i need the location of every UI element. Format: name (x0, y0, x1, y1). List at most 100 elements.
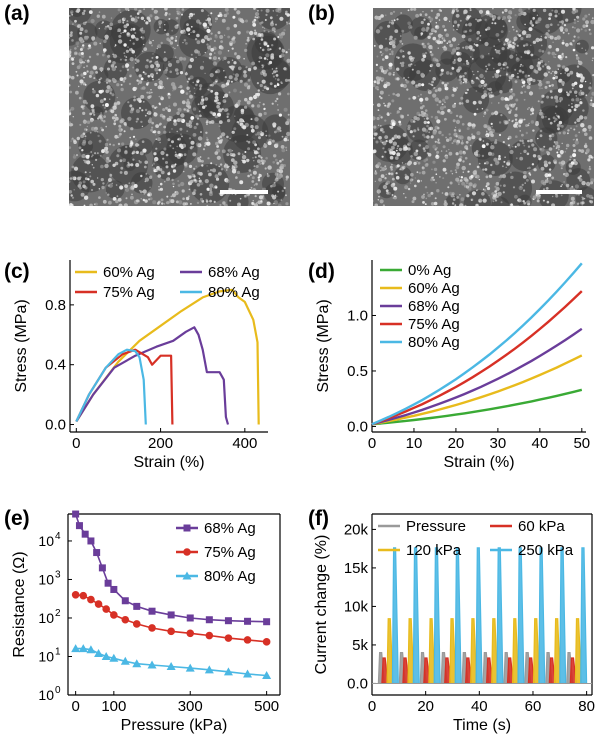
sem-grain (209, 199, 213, 203)
sem-grain (537, 67, 542, 71)
sem-grain (104, 27, 107, 30)
sem-grain (70, 31, 73, 34)
sem-grain (409, 182, 412, 184)
sem-grain (243, 73, 248, 78)
sem-grain (561, 52, 564, 56)
sem-grain (174, 39, 178, 42)
sem-grain (262, 49, 264, 51)
sem-grain (439, 40, 444, 44)
sem-grain (261, 64, 263, 66)
sem-grain (186, 130, 189, 132)
sem-grain (573, 18, 576, 21)
sem-grain (188, 121, 192, 125)
sem-grain (472, 170, 477, 175)
sem-grain (452, 198, 456, 201)
sem-grain (214, 96, 218, 100)
sem-grain (561, 142, 563, 145)
sem-grain (274, 78, 277, 80)
sem-grain (451, 37, 457, 42)
sem-grain (432, 77, 436, 81)
sem-grain (391, 21, 395, 25)
sem-grain (531, 163, 535, 166)
sem-grain (460, 80, 462, 82)
sem-grain (392, 92, 395, 96)
sem-grain (115, 184, 118, 186)
sem-grain (107, 55, 110, 58)
sem-grain (500, 30, 504, 33)
sem-grain (198, 110, 201, 113)
sem-grain (198, 177, 201, 179)
sem-dark-patch (575, 39, 589, 54)
sem-grain (507, 160, 511, 164)
sem-grain (219, 203, 222, 206)
sem-grain (111, 116, 116, 120)
sem-grain (253, 203, 259, 206)
panel-label-b: (b) (308, 2, 335, 25)
sem-grain (71, 13, 74, 16)
sem-grain (379, 139, 383, 143)
sem-grain (432, 93, 437, 98)
sem-grain (76, 74, 79, 77)
sem-grain (138, 9, 142, 14)
sem-grain (79, 123, 82, 126)
sem-grain (195, 165, 198, 168)
legend-label: 68% Ag (208, 264, 260, 281)
sem-grain (539, 109, 542, 112)
sem-grain (390, 125, 394, 129)
sem-grain (468, 170, 470, 173)
sem-grain (451, 173, 454, 175)
x-tick-label: 20 (448, 435, 465, 452)
sem-grain (535, 121, 539, 125)
sem-grain (219, 135, 223, 139)
sem-grain (456, 196, 460, 199)
sem-grain (281, 158, 284, 161)
sem-grain (497, 62, 502, 67)
sem-grain (508, 19, 511, 23)
sem-grain (103, 48, 107, 52)
sem-grain (439, 73, 442, 77)
sem-grain (441, 81, 445, 85)
sem-grain (279, 129, 282, 132)
sem-grain (188, 175, 192, 179)
sem-grain (151, 121, 154, 125)
sem-grain (159, 103, 161, 106)
sem-grain (401, 43, 404, 45)
sem-grain (144, 72, 147, 76)
sem-grain (148, 39, 151, 41)
sem-dark-patch (69, 8, 92, 24)
sem-grain (459, 75, 463, 79)
sem-grain (381, 141, 384, 144)
sem-grain (444, 28, 447, 32)
sem-grain (530, 20, 533, 23)
sem-grain (269, 22, 275, 27)
sem-grain (551, 176, 555, 180)
sem-grain (585, 20, 589, 25)
sem-grain (242, 159, 247, 164)
sem-grain (437, 138, 440, 141)
sem-grain (205, 19, 207, 21)
sem-grain (436, 62, 441, 68)
sem-grain (261, 66, 264, 69)
sem-grain (416, 111, 420, 116)
sem-grain (404, 185, 409, 190)
sem-grain (526, 85, 531, 90)
sem-grain (90, 151, 93, 153)
sem-grain (455, 119, 461, 124)
sem-grain (437, 47, 439, 49)
sem-grain (433, 167, 438, 172)
sem-grain (72, 155, 77, 159)
sem-grain (244, 105, 248, 109)
sem-grain (389, 53, 392, 56)
sem-grain (82, 119, 87, 124)
sem-grain (107, 67, 110, 71)
sem-grain (271, 68, 274, 70)
sem-grain (79, 176, 82, 179)
sem-grain (278, 47, 282, 50)
sem-grain (164, 13, 168, 17)
sem-grain (144, 114, 147, 117)
sem-grain (556, 35, 561, 40)
sem-grain (135, 68, 139, 72)
sem-grain (554, 14, 558, 18)
sem-grain (278, 113, 282, 117)
sem-grain (531, 143, 535, 147)
